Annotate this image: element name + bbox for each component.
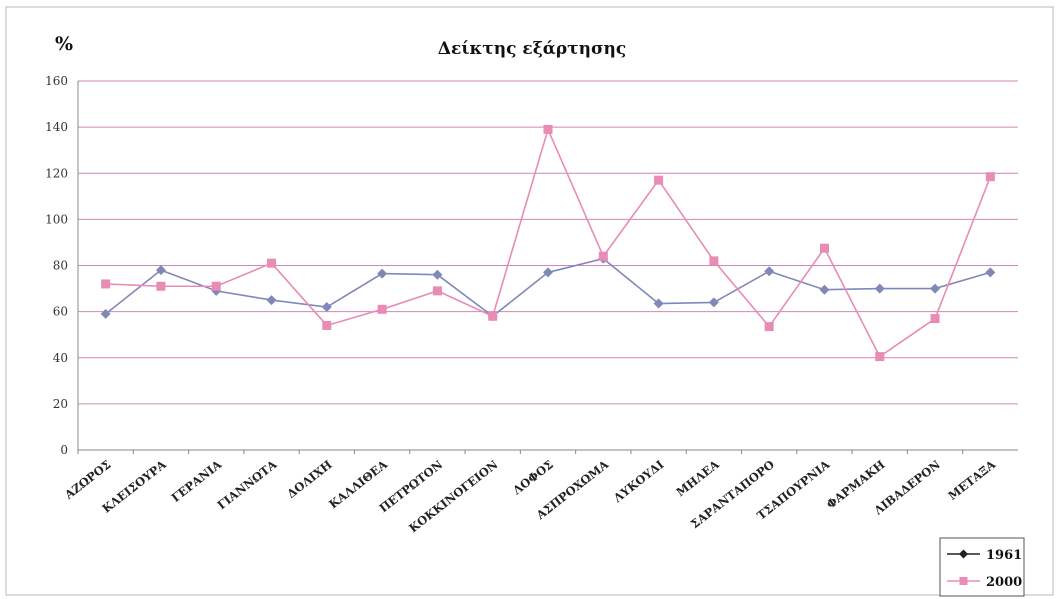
data-point — [155, 265, 166, 276]
data-point — [211, 281, 221, 291]
legend-box — [939, 537, 1025, 597]
data-point — [930, 314, 940, 324]
series-1961 — [100, 253, 996, 322]
series-2000 — [101, 124, 995, 362]
y-tick-label: 60 — [53, 305, 68, 319]
y-axis-label: % — [55, 33, 73, 55]
data-point — [432, 286, 442, 296]
data-point — [653, 298, 664, 309]
data-point — [101, 279, 111, 289]
data-point — [543, 124, 553, 134]
data-point — [985, 172, 995, 182]
data-point — [543, 267, 553, 278]
data-point — [985, 267, 996, 278]
grid-lines — [78, 80, 1018, 405]
data-point — [874, 283, 885, 294]
y-tick-label: 20 — [53, 397, 68, 411]
y-tick-label: 100 — [45, 212, 68, 226]
data-point — [764, 322, 774, 332]
data-point — [488, 311, 498, 321]
y-tick-label: 40 — [53, 351, 68, 365]
data-point — [819, 284, 830, 295]
data-point — [764, 266, 775, 277]
legend-marker — [959, 577, 968, 585]
data-point — [654, 175, 664, 185]
data-point — [100, 308, 111, 319]
y-tick-label: 120 — [45, 166, 68, 180]
data-point — [875, 352, 885, 362]
data-point — [377, 304, 387, 314]
axes — [77, 81, 1018, 454]
legend-marker — [959, 549, 968, 559]
data-point — [819, 243, 829, 253]
y-tick-label: 80 — [53, 259, 68, 273]
data-point — [322, 320, 332, 330]
y-tick-label: 140 — [45, 120, 68, 134]
y-tick-label: 0 — [60, 443, 68, 457]
data-point — [377, 268, 388, 279]
data-point — [432, 269, 443, 280]
data-point — [709, 256, 719, 266]
legend-label: 1961 — [986, 548, 1022, 563]
legend-label: 2000 — [986, 575, 1022, 590]
legend: 1961 2000 — [939, 537, 1025, 597]
y-tick-label: 160 — [45, 74, 68, 88]
data-point — [598, 251, 608, 261]
series-layer — [100, 124, 996, 362]
data-point — [156, 281, 166, 291]
data-point — [930, 283, 941, 294]
data-point — [267, 258, 277, 268]
data-point — [321, 302, 332, 313]
data-point — [708, 297, 719, 308]
chart-frame — [5, 6, 1054, 596]
chart-title: Δείκτης εξάρτησης — [438, 39, 626, 59]
data-point — [266, 295, 277, 306]
